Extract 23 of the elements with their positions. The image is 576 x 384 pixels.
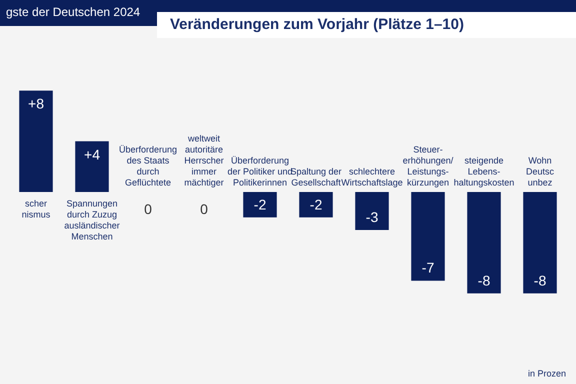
text: in Prozen xyxy=(528,368,566,378)
chart-title: gste der Deutschen 2024 xyxy=(6,5,140,19)
x-tick-label: Spaltung der Gesellschaft xyxy=(290,166,342,188)
x-tick-label: weltweit autoritäre Herrscher immer mächtiger xyxy=(184,134,224,188)
x-tick-label: Überforderung des Staats durch Geflüchtete xyxy=(118,144,178,188)
data-label: -3 xyxy=(366,209,378,226)
data-label: -2 xyxy=(310,196,322,212)
data-label: -7 xyxy=(422,260,434,276)
data-label: 0 xyxy=(200,201,208,217)
chart-subtitle: Veränderungen zum Vorjahr (Plätze 1–10) xyxy=(170,16,464,33)
data-label: +8 xyxy=(28,96,44,112)
x-tick-label: scher nismus xyxy=(22,198,51,220)
x-tick-label: Überforderung der Politiker und Politikerinnen xyxy=(227,156,293,188)
x-tick-label: Spannungen durch Zuzug ausländischer Menschen xyxy=(64,198,120,242)
x-tick-label: Wohn Deutsc unbez xyxy=(526,156,555,188)
data-label: -2 xyxy=(254,196,266,212)
data-label: 0 xyxy=(144,201,152,217)
x-tick-label: steigende Lebens- haltungskosten xyxy=(454,156,514,188)
data-label: -8 xyxy=(534,272,546,288)
data-label: -8 xyxy=(478,272,490,288)
x-tick-label: Steuer- erhöhungen/ Leistungs- kürzungen xyxy=(402,144,454,188)
data-label: +4 xyxy=(84,146,100,162)
x-tick-label: schlechtere Wirtschaftslage xyxy=(341,166,403,188)
